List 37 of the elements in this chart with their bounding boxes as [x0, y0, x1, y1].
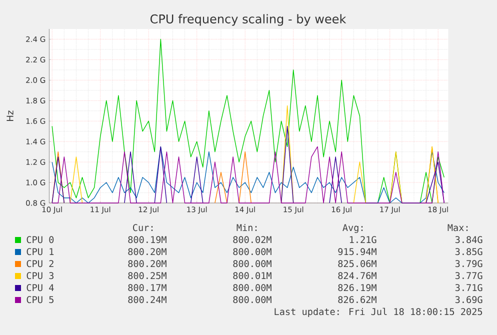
text: 800.24M [128, 296, 166, 304]
legend-label: CPU 1 [26, 248, 54, 256]
text: Cur: [133, 224, 153, 232]
text: 3.69G [455, 296, 482, 304]
text: 800.20M [128, 260, 166, 268]
legend-label: CPU 2 [26, 260, 54, 268]
text: 800.25M [128, 272, 166, 280]
text: 800.02M [233, 236, 272, 244]
text: Last update: Fri Jul 18 18:00:15 2025 [274, 308, 482, 317]
text: 800.19M [128, 236, 166, 244]
text: 3.71G [455, 284, 482, 292]
text: 825.06M [338, 260, 376, 268]
text: 915.94M [338, 248, 376, 256]
text: 824.76M [338, 272, 376, 280]
text: Max: [448, 224, 468, 232]
legend-label: CPU 0 [26, 236, 54, 244]
text: Avg: [342, 224, 363, 233]
text: 800.17M [128, 284, 166, 292]
text: 3.77G [455, 272, 482, 280]
legend-label: CPU 4 [26, 284, 54, 292]
text: 800.00M [233, 284, 272, 292]
text: 800.20M [128, 248, 166, 256]
text: 826.62M [338, 296, 376, 304]
text: 800.00M [233, 248, 272, 256]
text: 800.01M [233, 272, 272, 280]
y-axis-title: Hz [6, 110, 14, 121]
text: 3.79G [455, 260, 482, 268]
text: 800.00M [233, 260, 272, 268]
text: Min: [236, 224, 257, 231]
chart-title: CPU frequency scaling - by week [150, 14, 346, 26]
legend-label: CPU 3 [26, 272, 54, 280]
text: 3.85G [455, 248, 482, 256]
text: 3.84G [455, 236, 482, 244]
text: 1.21G [350, 236, 376, 244]
text: 826.19M [338, 284, 376, 292]
text: 800.00M [233, 296, 272, 304]
legend-label: CPU 5 [26, 296, 54, 304]
